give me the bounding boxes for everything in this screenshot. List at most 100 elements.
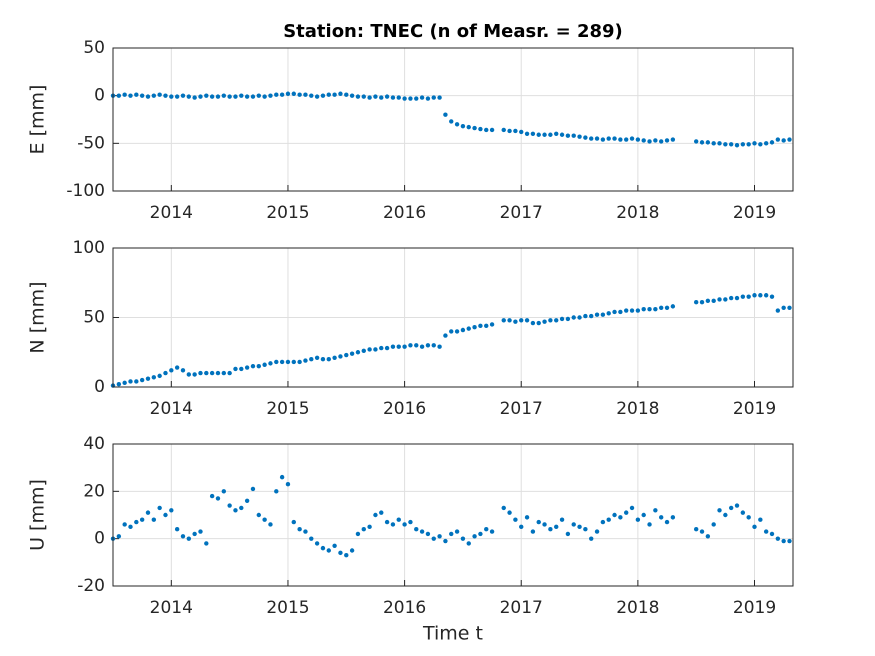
- data-point: [571, 522, 576, 527]
- data-point: [338, 354, 343, 359]
- data-point: [268, 522, 273, 527]
- data-point: [367, 95, 372, 100]
- data-point: [752, 293, 757, 298]
- data-point: [309, 357, 314, 362]
- data-point: [215, 370, 221, 376]
- data-point: [233, 508, 238, 513]
- data-point: [577, 524, 582, 530]
- data-point: [285, 482, 291, 487]
- data-point: [122, 380, 127, 386]
- data-point: [489, 127, 495, 133]
- data-point: [629, 505, 635, 511]
- data-point: [699, 300, 705, 305]
- data-point: [466, 541, 471, 546]
- data-point: [542, 319, 547, 324]
- data-point: [274, 489, 279, 494]
- x-axis-label: Time t: [422, 623, 483, 645]
- data-point: [641, 512, 646, 518]
- data-point: [565, 531, 571, 537]
- data-point: [169, 508, 174, 513]
- data-point: [600, 137, 606, 142]
- data-point: [239, 505, 244, 511]
- data-point: [291, 519, 296, 525]
- data-point: [443, 112, 448, 117]
- data-point: [763, 293, 769, 298]
- data-point: [198, 94, 203, 99]
- data-point: [589, 313, 594, 319]
- data-point: [536, 320, 541, 326]
- data-point: [244, 498, 250, 503]
- data-point: [326, 548, 331, 553]
- data-point: [186, 94, 192, 99]
- data-point: [314, 541, 320, 546]
- data-point: [431, 95, 436, 100]
- data-point: [227, 370, 232, 376]
- data-point: [612, 512, 617, 518]
- data-point: [524, 131, 530, 136]
- data-point: [530, 529, 536, 534]
- data-point: [530, 131, 536, 136]
- data-point: [390, 522, 396, 527]
- data-point: [542, 522, 547, 527]
- data-point: [332, 355, 337, 361]
- plot-area: [113, 444, 793, 586]
- data-point: [589, 536, 594, 541]
- data-point: [484, 127, 489, 133]
- data-point: [740, 294, 746, 299]
- data-point: [244, 365, 250, 370]
- data-point: [530, 320, 536, 326]
- data-point: [244, 94, 250, 99]
- data-point: [145, 510, 151, 515]
- data-point: [402, 344, 407, 349]
- data-point: [763, 141, 769, 146]
- data-point: [752, 524, 757, 530]
- data-point: [116, 534, 122, 539]
- data-point: [349, 93, 355, 98]
- data-point: [320, 545, 326, 551]
- data-point: [169, 94, 174, 99]
- data-point: [664, 138, 670, 143]
- data-point: [589, 136, 594, 141]
- data-point: [419, 95, 425, 100]
- data-point: [373, 347, 378, 352]
- data-point: [723, 297, 728, 302]
- axes-box: [112, 47, 794, 192]
- y-tick-label: 100: [73, 238, 105, 258]
- data-point: [221, 93, 227, 98]
- data-point: [717, 141, 722, 146]
- data-point: [437, 95, 442, 100]
- data-point: [781, 138, 786, 143]
- data-point: [489, 322, 495, 327]
- data-point: [314, 355, 320, 361]
- data-point: [355, 94, 361, 99]
- data-point: [204, 370, 209, 376]
- x-tick-label: 2016: [383, 203, 426, 223]
- data-point: [414, 527, 419, 532]
- data-point: [396, 95, 401, 100]
- data-point: [577, 315, 582, 320]
- data-point: [670, 515, 676, 520]
- data-point: [396, 344, 401, 349]
- data-point: [367, 524, 372, 530]
- data-point: [221, 489, 227, 494]
- data-point: [752, 141, 757, 146]
- data-point: [705, 140, 711, 145]
- y-tick-label: -100: [66, 181, 105, 201]
- data-point: [658, 139, 664, 144]
- data-point: [507, 510, 512, 515]
- data-point: [402, 522, 407, 527]
- data-point: [571, 315, 576, 320]
- axes-box: [112, 247, 794, 388]
- data-point: [134, 519, 139, 525]
- data-point: [408, 96, 413, 101]
- data-point: [717, 297, 722, 302]
- data-point: [583, 527, 588, 532]
- data-point: [624, 510, 629, 515]
- data-point: [787, 137, 792, 142]
- data-point: [629, 308, 635, 313]
- data-point: [449, 119, 454, 124]
- data-point: [303, 529, 308, 534]
- x-tick-label: 2018: [616, 203, 659, 223]
- data-point: [373, 94, 378, 99]
